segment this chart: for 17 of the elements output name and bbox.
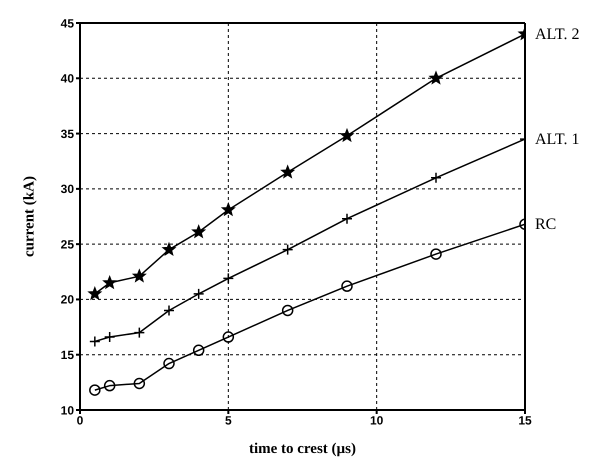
y-tick-label: 20 — [60, 292, 74, 307]
x-tick-label: 5 — [224, 414, 232, 428]
x-tick-label: 15 — [518, 414, 532, 428]
x-axis-title: time to crest (µs) — [248, 441, 356, 457]
y-axis-title: current (kA) — [21, 176, 38, 257]
x-tick-label: 0 — [76, 414, 84, 428]
y-tick-label: 10 — [60, 403, 74, 418]
y-tick-label: 35 — [60, 126, 74, 141]
y-tick-label: 40 — [60, 72, 74, 86]
y-tick-label: 45 — [60, 16, 74, 30]
series-label: RC — [535, 216, 556, 234]
y-tick-label: 15 — [60, 348, 74, 362]
y-tick-label: 30 — [60, 182, 74, 196]
x-tick-label: 10 — [370, 414, 384, 428]
series-label: ALT. 2 — [535, 26, 580, 44]
y-tick-label: 25 — [60, 237, 74, 252]
series-label: ALT. 1 — [535, 131, 580, 148]
